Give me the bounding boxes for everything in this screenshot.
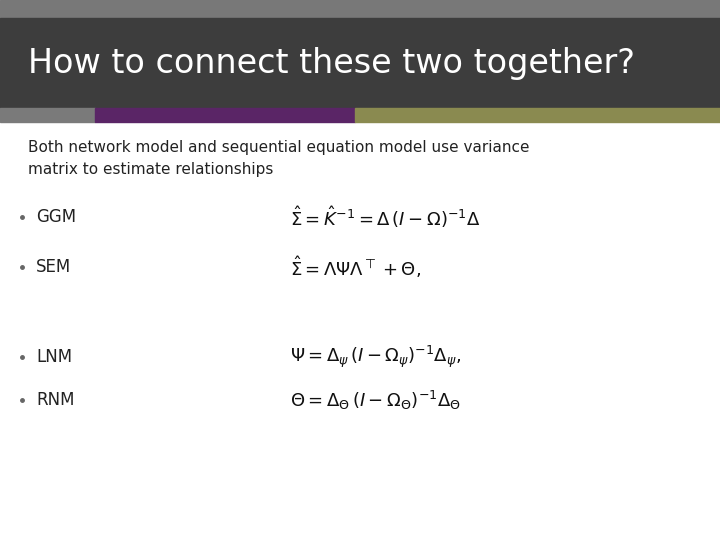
Bar: [0, 18, 720, 108]
Text: $\hat{\Sigma} = \hat{K}^{-1} = \Delta\,(I - \Omega)^{-1}\Delta$: $\hat{\Sigma} = \hat{K}^{-1} = \Delta\,(…: [290, 204, 480, 230]
Text: $\Psi = \Delta_{\psi}\,(I - \Omega_{\psi})^{-1}\Delta_{\psi},$: $\Psi = \Delta_{\psi}\,(I - \Omega_{\psi…: [290, 344, 462, 370]
Text: LNM: LNM: [36, 348, 72, 366]
Bar: [355, 108, 720, 122]
Bar: [0, 0, 720, 18]
Bar: [95, 108, 355, 122]
Text: GGM: GGM: [36, 208, 76, 226]
Bar: [0, 108, 95, 122]
Text: Both network model and sequential equation model use variance
matrix to estimate: Both network model and sequential equati…: [28, 140, 529, 177]
Text: $\Theta = \Delta_{\Theta}\,(I - \Omega_{\Theta})^{-1}\Delta_{\Theta}$: $\Theta = \Delta_{\Theta}\,(I - \Omega_{…: [290, 388, 461, 411]
Text: $\hat{\Sigma} = \Lambda\Psi\Lambda^{\top} + \Theta,$: $\hat{\Sigma} = \Lambda\Psi\Lambda^{\top…: [290, 254, 421, 280]
Text: SEM: SEM: [36, 258, 71, 276]
Text: RNM: RNM: [36, 391, 74, 409]
Text: How to connect these two together?: How to connect these two together?: [28, 46, 635, 79]
